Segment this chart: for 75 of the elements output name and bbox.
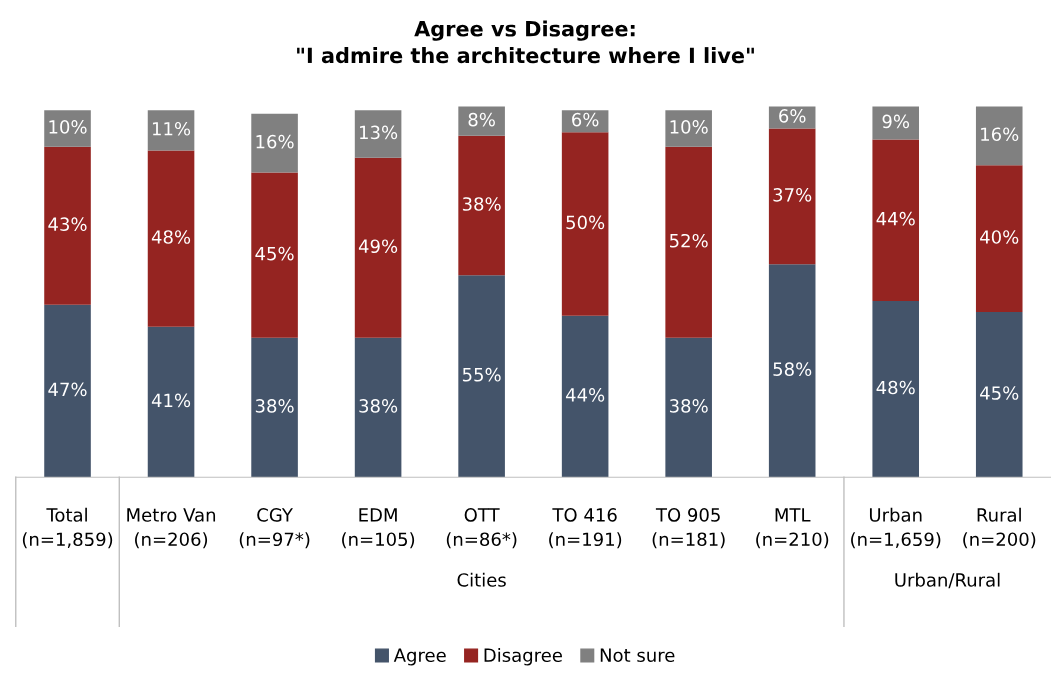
x-tick-label: EDM (n=105): [342, 508, 415, 549]
bar: [665, 337, 712, 478]
data-label: 52%: [670, 233, 708, 248]
data-label: 43%: [48, 217, 87, 232]
x-tick-label: TO 416 (n=191): [549, 508, 622, 549]
bar: [561, 315, 609, 478]
data-label: 44%: [565, 388, 605, 402]
bar: [665, 146, 712, 338]
data-label: 41%: [151, 393, 191, 408]
bar: [251, 113, 298, 173]
bar: [354, 157, 402, 338]
bar: [458, 106, 505, 136]
bar: [872, 301, 920, 478]
text: Urban/Rural: [895, 572, 1000, 589]
chart-title: Agree vs Disagree: "I admire the architecture where I live": [297, 20, 754, 64]
data-label: 10%: [670, 120, 708, 134]
x-tick-label: Total (n=1,859): [22, 507, 113, 549]
data-label: 38%: [669, 399, 708, 413]
bar: [975, 312, 1023, 478]
data-label: 38%: [255, 399, 294, 413]
bar: [147, 150, 195, 327]
x-tick-label: Rural (n=200): [963, 507, 1036, 549]
legend-label: Disagree: [484, 648, 562, 666]
bar: [561, 132, 609, 316]
x-tick-label: TO 905 (n=181): [652, 508, 725, 549]
bar: [768, 264, 816, 478]
bar: [147, 326, 195, 478]
data-label: 58%: [773, 362, 812, 377]
data-label: 10%: [49, 120, 87, 134]
bar: [354, 110, 402, 158]
data-label: 13%: [360, 125, 398, 140]
bar: [251, 172, 298, 338]
legend-label: Agree: [393, 648, 446, 666]
data-label: 38%: [462, 197, 501, 211]
bar: [768, 106, 816, 129]
data-label: 48%: [151, 230, 191, 244]
bar: [354, 337, 402, 478]
bar: [975, 165, 1023, 313]
data-label: 9%: [882, 114, 910, 129]
data-label: 45%: [255, 246, 294, 261]
data-label: 45%: [980, 386, 1019, 400]
data-label: 6%: [572, 112, 599, 127]
x-tick-label: CGY (n=97*): [239, 508, 310, 549]
data-label: 55%: [462, 367, 501, 382]
data-label: 16%: [981, 127, 1019, 142]
x-tick-label: MTL (n=210): [756, 508, 829, 549]
bar: [251, 337, 298, 478]
data-label: 48%: [876, 380, 915, 395]
data-label: 49%: [358, 239, 398, 254]
bar: [458, 135, 505, 276]
data-label: 6%: [779, 109, 806, 123]
x-tick-label: Urban (n=1,659): [851, 507, 941, 549]
data-label: 40%: [980, 230, 1019, 244]
data-label: 37%: [773, 187, 812, 202]
data-label: 47%: [48, 382, 87, 397]
data-label: 44%: [876, 211, 915, 226]
legend-label: Not sure: [600, 648, 675, 662]
bar: [44, 110, 91, 147]
data-label: 38%: [359, 399, 398, 413]
bar: [872, 139, 920, 302]
bar: [44, 304, 91, 478]
bar: [975, 106, 1023, 166]
bar: [44, 146, 91, 305]
x-tick-label: OTT (n=86*): [446, 508, 517, 549]
data-label: 50%: [566, 215, 605, 230]
data-label: 11%: [152, 121, 191, 136]
data-label: 16%: [256, 134, 294, 149]
bar: [458, 275, 505, 478]
x-tick-label: Metro Van (n=206): [127, 508, 216, 549]
bar: [872, 106, 920, 140]
text: Cities: [457, 572, 506, 587]
bar: [665, 110, 712, 147]
data-label: 8%: [468, 112, 495, 127]
bar: [768, 128, 816, 265]
bar: [147, 110, 195, 151]
